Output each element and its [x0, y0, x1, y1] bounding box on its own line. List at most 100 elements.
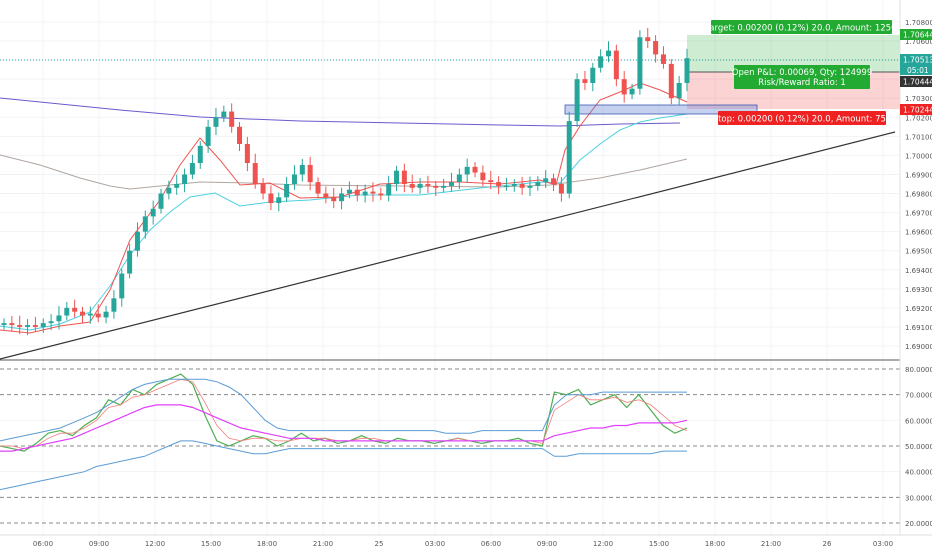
candle-body — [237, 126, 243, 144]
rr-label: Risk/Reward Ratio: 1 — [758, 78, 846, 88]
candles — [1, 27, 690, 336]
candle-body — [72, 307, 78, 312]
candle-body — [456, 174, 462, 183]
time-tick-label: 12:00 — [593, 540, 613, 548]
price-tick-label: 1.69100 — [905, 324, 932, 332]
candle-body — [543, 178, 549, 183]
candle-body — [535, 182, 541, 186]
price-tick-label: 1.69800 — [905, 191, 932, 199]
candle-body — [653, 41, 659, 55]
candle-body — [378, 193, 384, 196]
time-axis[interactable]: 06:00 09:00 12:00 15:00 18:00 21:00 25 03:00 06:… — [33, 540, 893, 548]
candle-body — [252, 163, 258, 184]
candle-body — [213, 117, 219, 127]
time-tick-label: 26 — [823, 540, 832, 548]
osc-band-lower — [0, 440, 687, 491]
time-tick-label: 15:00 — [201, 540, 221, 548]
candle-body — [229, 111, 235, 127]
osc-tick-label: 40.0000 — [905, 469, 932, 477]
target-price-tag-bg — [900, 29, 932, 40]
candle-body — [645, 37, 651, 42]
time-tick-label: 09:00 — [89, 540, 109, 548]
price-tick-label: 1.70100 — [905, 133, 932, 141]
moving-averages — [0, 82, 688, 334]
candle-body — [119, 273, 125, 299]
candle-body — [527, 185, 533, 188]
price-tick-label: 1.69400 — [905, 267, 932, 275]
candle-body — [660, 54, 666, 64]
candle-body — [56, 315, 62, 322]
price-tags: 1.70644 1.70513 05:01 1.70444 1.70244 — [900, 29, 932, 115]
candle-body — [684, 58, 690, 83]
candle-body — [182, 174, 188, 184]
candle-body — [574, 79, 580, 122]
time-tick-label: 06:00 — [33, 540, 53, 548]
candle-body — [401, 170, 407, 184]
candle-body — [472, 166, 478, 173]
candle-body — [189, 163, 195, 175]
candle-body — [503, 185, 509, 187]
candle-body — [370, 191, 376, 194]
candle-body — [127, 250, 133, 274]
candle-body — [394, 170, 400, 184]
oscillator-line — [0, 373, 688, 452]
entry-price-tag: 1.70444 — [903, 78, 932, 87]
candle-body — [284, 184, 290, 198]
candle-body — [166, 187, 172, 194]
time-tick-label: 21:00 — [761, 540, 781, 548]
time-tick-label: 18:00 — [705, 540, 725, 548]
price-tick-label: 1.69600 — [905, 229, 932, 237]
price-tick-label: 1.70600 — [905, 38, 932, 46]
price-pane[interactable]: Target: 0.00200 (0.12%) 20.0, Amount: 12… — [0, 20, 900, 360]
pnl-label-bg — [734, 65, 870, 89]
price-axis[interactable]: 1.70800 1.70600 1.70300 1.70200 1.70100 1.700… — [905, 19, 932, 351]
candle-body — [519, 184, 525, 188]
candle-body — [134, 231, 140, 251]
candle-body — [276, 197, 282, 204]
oscillator-levels — [0, 368, 900, 524]
candle-body — [291, 174, 297, 184]
candle-body — [17, 325, 23, 327]
stop-label-bg — [718, 111, 886, 125]
candle-body — [158, 193, 164, 209]
time-tick-label: 03:00 — [873, 540, 893, 548]
time-tick-label: 09:00 — [537, 540, 557, 548]
candle-body — [307, 164, 313, 183]
candle-body — [40, 323, 46, 327]
candle-body — [590, 67, 596, 83]
candle-body — [260, 184, 266, 194]
candle-body — [621, 79, 627, 95]
candle-body — [558, 184, 564, 194]
time-tick-label: 06:00 — [481, 540, 501, 548]
candle-body — [9, 323, 15, 326]
trendline[interactable] — [0, 131, 896, 360]
osc-tick-label: 80.0000 — [905, 366, 932, 374]
candle-body — [582, 79, 588, 83]
price-tick-label: 1.69200 — [905, 305, 932, 313]
oscillator-pane[interactable] — [0, 368, 900, 524]
candle-body — [496, 182, 502, 186]
price-tick-label: 1.70300 — [905, 95, 932, 103]
price-tick-label: 1.70800 — [905, 19, 932, 27]
countdown-tag: 05:01 — [907, 66, 929, 75]
candle-body — [386, 184, 392, 196]
candle-body — [668, 63, 674, 99]
candle-body — [464, 166, 470, 175]
candle-body — [566, 121, 572, 194]
ma-purple-line — [0, 97, 681, 127]
countdown-tag-bg — [900, 65, 932, 75]
candle-body — [87, 313, 93, 316]
pnl-label: Open P&L: 0.00069, Qty: 124999 — [732, 68, 872, 78]
candle-body — [448, 182, 454, 186]
candle-body — [629, 88, 635, 95]
candle-body — [103, 311, 109, 318]
price-tick-label: 1.69900 — [905, 171, 932, 179]
oscillator-axis[interactable]: 80.0000 70.0000 60.0000 50.0000 40.0000 30.00… — [905, 366, 932, 528]
osc-tick-label: 50.0000 — [905, 443, 932, 451]
candle-body — [613, 50, 619, 80]
osc-tick-label: 30.0000 — [905, 494, 932, 502]
candle-body — [25, 325, 31, 327]
candle-body — [1, 323, 7, 326]
candle-body — [331, 197, 337, 202]
